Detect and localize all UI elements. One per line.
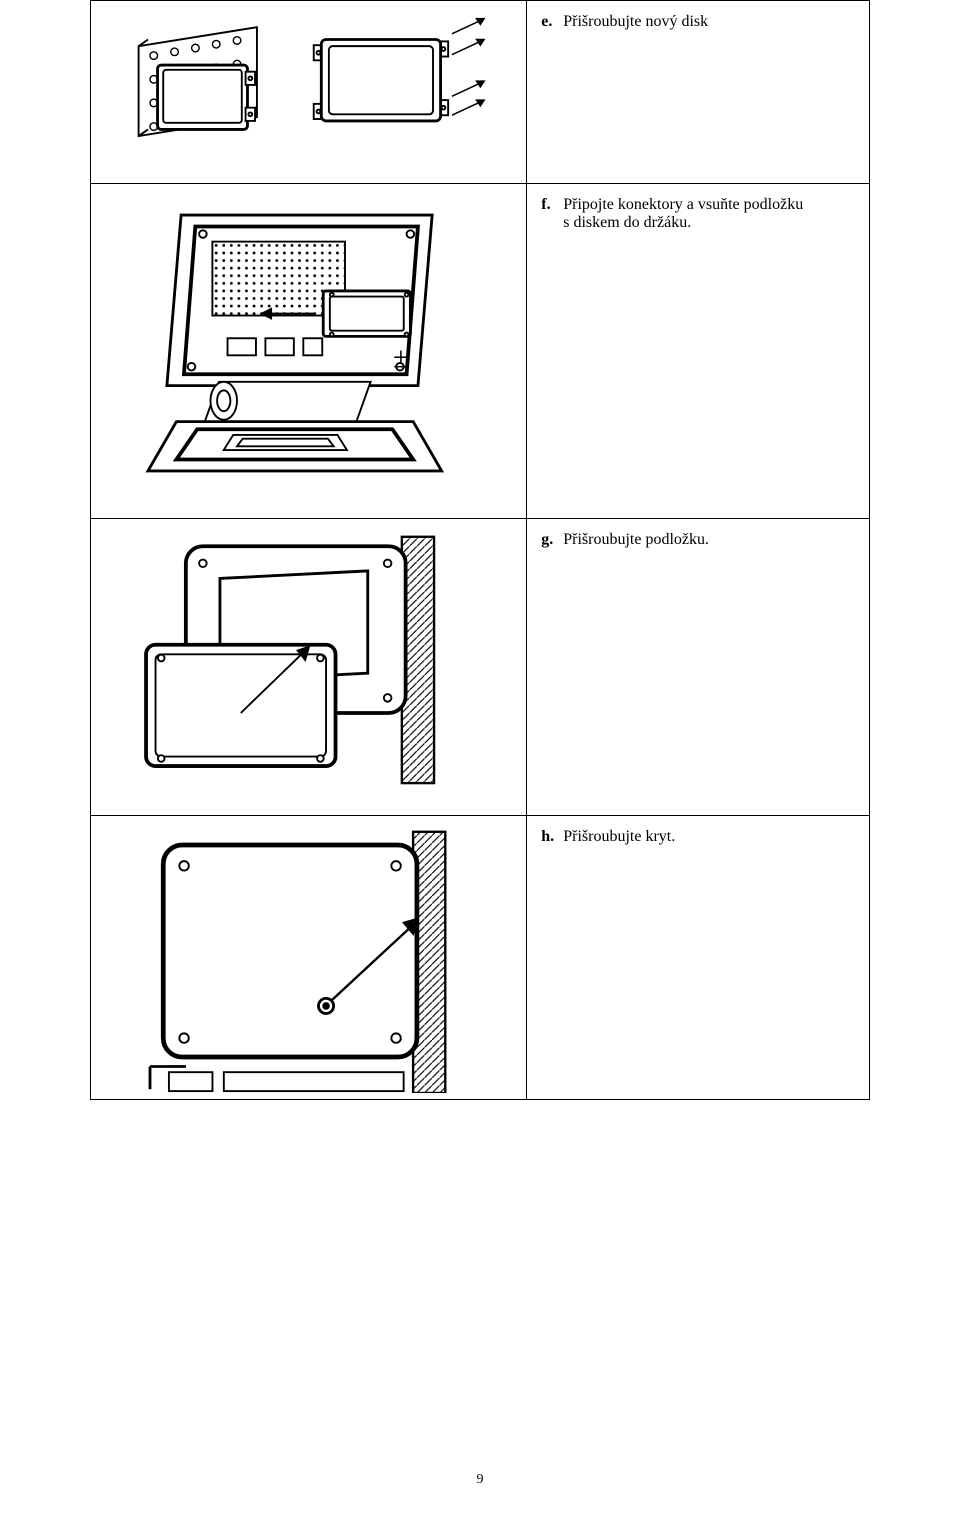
step-g-text-cell: g. Přišroubujte podložku. — [527, 519, 870, 816]
step-f-illustration — [105, 196, 512, 490]
step-e-body: Přišroubujte nový disk — [563, 13, 708, 31]
step-h-illustration — [105, 828, 512, 1093]
page: e. Přišroubujte nový disk — [0, 0, 960, 1518]
step-h-text-cell: h. Přišroubujte kryt. — [527, 816, 870, 1100]
step-f-text-cell: f. Připojte konektory a vsuňte podložku … — [527, 184, 870, 519]
step-h-body: Přišroubujte kryt. — [563, 828, 675, 846]
step-f-letter: f. — [541, 196, 563, 214]
table-row: g. Přišroubujte podložku. — [91, 519, 870, 816]
step-h-image-cell — [91, 816, 527, 1100]
step-e-text: e. Přišroubujte nový disk — [541, 13, 855, 31]
step-f-text: f. Připojte konektory a vsuňte podložku — [541, 196, 855, 214]
step-e-illustration — [105, 13, 512, 155]
step-g-body: Přišroubujte podložku. — [563, 531, 709, 549]
step-f-body: Připojte konektory a vsuňte podložku — [563, 196, 803, 214]
table-row: f. Připojte konektory a vsuňte podložku … — [91, 184, 870, 519]
step-e-text-cell: e. Přišroubujte nový disk — [527, 1, 870, 184]
step-f-image-cell — [91, 184, 527, 519]
step-e-letter: e. — [541, 13, 563, 31]
step-h-letter: h. — [541, 828, 563, 846]
step-g-illustration — [105, 531, 512, 787]
table-row: h. Přišroubujte kryt. — [91, 816, 870, 1100]
instruction-table: e. Přišroubujte nový disk — [90, 0, 870, 1100]
page-number: 9 — [0, 1472, 960, 1488]
step-g-image-cell — [91, 519, 527, 816]
step-h-text: h. Přišroubujte kryt. — [541, 828, 855, 846]
step-g-letter: g. — [541, 531, 563, 549]
table-row: e. Přišroubujte nový disk — [91, 1, 870, 184]
step-f-body2: s diskem do držáku. — [563, 214, 855, 232]
step-g-text: g. Přišroubujte podložku. — [541, 531, 855, 549]
step-e-image-cell — [91, 1, 527, 184]
